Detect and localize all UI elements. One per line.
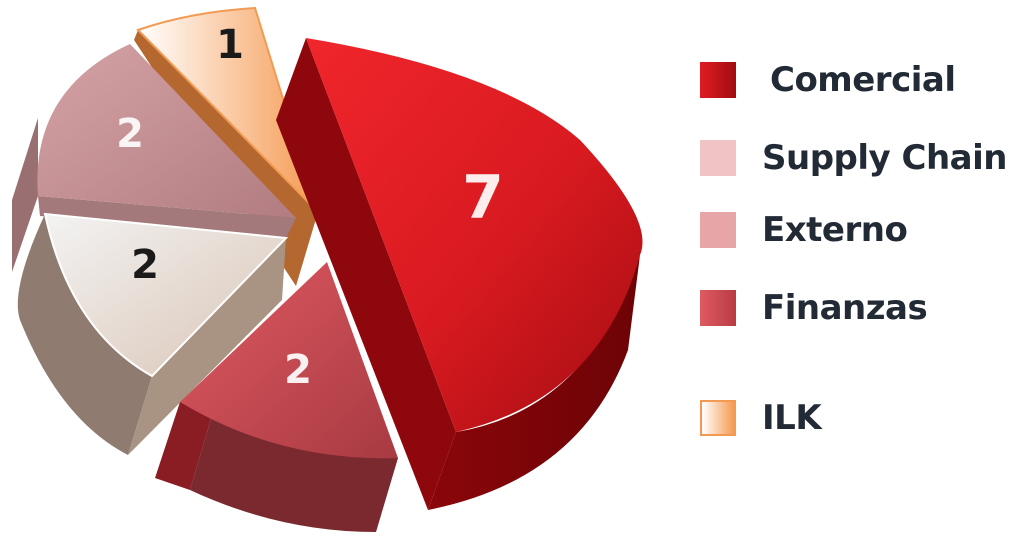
slice-externo-top: [37, 44, 296, 218]
slice-ilk-top: [136, 6, 319, 213]
slice-comercial-top: [306, 38, 643, 432]
slice-supply-chain-label: 2: [131, 242, 159, 288]
legend-swatch-ilk: [700, 400, 736, 436]
slice-externo-side: [12, 118, 38, 272]
slice-comercial-side-outer: [428, 255, 640, 510]
slice-comercial-label: 7: [462, 163, 504, 233]
slice-supply-chain-side-outer: [17, 214, 153, 455]
legend-label-comercial: Comercial: [770, 60, 956, 100]
legend-item-finanzas: Finanzas: [700, 288, 928, 328]
slice-supply-chain-side-cut: [128, 238, 286, 455]
slice-ilk-label: 1: [216, 22, 244, 68]
slice-comercial-side-cut: [276, 38, 456, 510]
slice-supply-chain: 2: [17, 212, 289, 455]
slice-finanzas-top: [180, 262, 398, 459]
legend-swatch-supply-chain: [700, 140, 736, 176]
legend-item-externo: Externo: [700, 210, 908, 250]
slice-finanzas-label: 2: [284, 347, 312, 393]
slice-externo: 2: [12, 44, 296, 272]
slice-finanzas-side-left: [155, 402, 213, 490]
slice-finanzas: 2: [155, 262, 398, 532]
legend-swatch-finanzas: [700, 290, 736, 326]
legend-swatch-externo: [700, 212, 736, 248]
legend-label-externo: Externo: [762, 210, 908, 250]
slice-finanzas-side-front: [190, 412, 398, 532]
legend-item-comercial: Comercial: [700, 60, 956, 100]
slice-supply-chain-top: [43, 212, 289, 378]
legend-label-ilk: ILK: [762, 398, 822, 438]
legend-label-supply-chain: Supply Chain: [762, 138, 1007, 178]
slice-externo-label: 2: [116, 111, 144, 157]
legend-item-supply-chain: Supply Chain: [700, 138, 1007, 178]
legend-swatch-comercial: [700, 62, 736, 98]
slice-externo-front: [38, 196, 296, 238]
legend-item-ilk: ILK: [700, 398, 822, 438]
legend-label-finanzas: Finanzas: [762, 288, 928, 328]
slice-comercial: 7: [276, 38, 643, 510]
